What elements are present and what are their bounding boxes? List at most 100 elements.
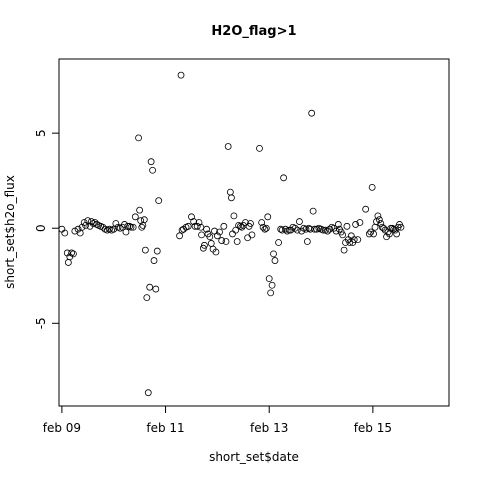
- data-point: [319, 226, 327, 234]
- data-point: [326, 225, 334, 233]
- data-point: [147, 158, 155, 166]
- data-point: [340, 246, 348, 254]
- data-point: [87, 218, 95, 225]
- data-point: [324, 227, 331, 235]
- y-tick-label: -5: [34, 317, 48, 329]
- data-point: [261, 225, 269, 233]
- data-point: [265, 275, 273, 283]
- data-point: [375, 216, 383, 224]
- data-point: [153, 247, 161, 255]
- data-point: [212, 248, 220, 256]
- data-point: [339, 231, 347, 239]
- data-point: [237, 222, 244, 230]
- data-point: [203, 225, 210, 233]
- data-point: [264, 213, 272, 221]
- data-point: [193, 222, 201, 230]
- data-point: [270, 250, 277, 258]
- data-point: [296, 218, 303, 225]
- data-point: [259, 223, 267, 231]
- data-point: [302, 225, 310, 233]
- data-point: [206, 233, 214, 241]
- data-point: [242, 219, 249, 226]
- data-point: [84, 217, 92, 225]
- data-point: [155, 197, 163, 205]
- chart-title: H2O_flag>1: [211, 24, 296, 39]
- x-axis: feb 09 feb 11 feb 13 feb 15: [43, 406, 392, 435]
- data-point: [308, 109, 316, 117]
- data-point: [93, 221, 101, 228]
- y-axis-label: short_set$h2o_flux: [3, 175, 17, 289]
- data-point: [230, 212, 238, 220]
- data-points: [58, 71, 405, 397]
- data-point: [397, 223, 405, 231]
- data-point: [222, 238, 230, 245]
- data-point: [362, 205, 370, 213]
- data-point: [267, 289, 275, 297]
- data-point: [110, 225, 118, 233]
- data-point: [216, 228, 223, 236]
- data-point: [124, 222, 132, 230]
- data-point: [228, 194, 235, 202]
- data-point: [268, 281, 276, 289]
- data-point: [218, 237, 226, 244]
- plot-frame: [58, 58, 450, 407]
- data-point: [135, 134, 142, 142]
- data-point: [380, 224, 388, 232]
- data-point: [198, 231, 205, 239]
- data-point: [309, 207, 317, 215]
- data-point: [374, 212, 382, 220]
- data-point: [224, 143, 232, 150]
- x-tick-label: feb 13: [250, 421, 288, 435]
- data-point: [144, 389, 152, 397]
- data-point: [220, 222, 228, 230]
- data-point: [258, 219, 266, 226]
- y-tick-label: 5: [34, 129, 48, 137]
- data-point: [141, 246, 149, 254]
- data-point: [248, 231, 256, 239]
- data-point: [61, 229, 69, 237]
- data-point: [238, 223, 246, 231]
- x-tick-label: feb 09: [43, 421, 81, 435]
- data-point: [143, 294, 151, 302]
- data-point: [350, 236, 358, 244]
- data-point: [278, 226, 286, 234]
- data-point: [334, 221, 342, 228]
- data-point: [149, 166, 156, 174]
- data-point: [69, 250, 77, 258]
- data-point: [277, 225, 285, 233]
- data-point: [140, 216, 148, 224]
- data-point: [136, 206, 144, 214]
- data-point: [256, 144, 263, 152]
- data-point: [201, 241, 208, 249]
- data-point: [146, 283, 154, 291]
- data-point: [393, 230, 401, 238]
- data-point: [352, 221, 359, 228]
- data-point: [306, 225, 314, 233]
- data-point: [365, 230, 373, 238]
- data-point: [190, 218, 198, 225]
- y-axis: -5 0 5: [34, 129, 59, 329]
- data-point: [126, 222, 133, 230]
- data-point: [184, 222, 192, 230]
- x-tick-label: feb 15: [354, 421, 392, 435]
- data-point: [195, 219, 203, 226]
- data-point: [247, 220, 254, 227]
- data-point: [303, 238, 311, 245]
- data-point: [271, 257, 279, 264]
- data-point: [150, 257, 158, 264]
- data-point: [138, 223, 146, 231]
- data-point: [235, 221, 243, 229]
- data-point: [368, 183, 376, 191]
- data-point: [332, 227, 340, 235]
- data-point: [311, 225, 318, 233]
- data-point: [68, 249, 75, 257]
- data-point: [354, 236, 362, 244]
- x-tick-label: feb 11: [146, 421, 184, 435]
- data-point: [356, 219, 364, 226]
- data-point: [370, 230, 377, 238]
- data-point: [127, 223, 135, 231]
- data-point: [275, 239, 282, 246]
- data-point: [262, 224, 270, 232]
